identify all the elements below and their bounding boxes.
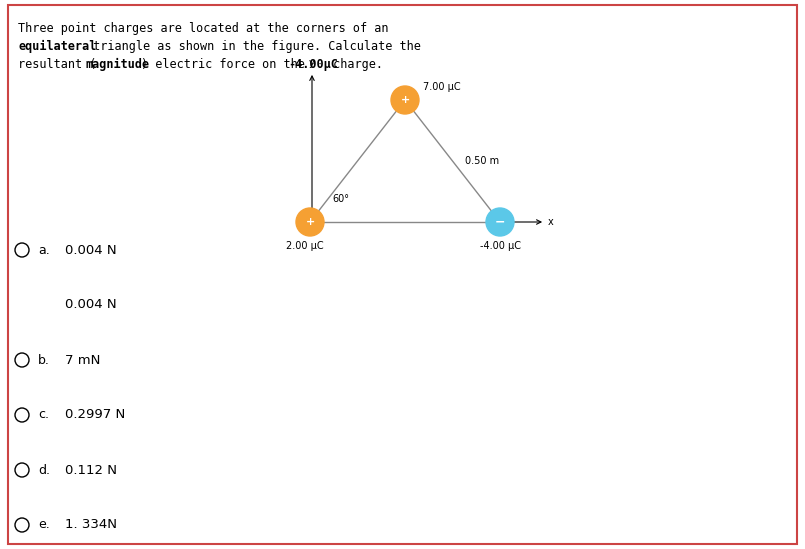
Text: charge.: charge. [325,58,382,71]
Circle shape [391,86,419,114]
Text: triangle as shown in the figure. Calculate the: triangle as shown in the figure. Calcula… [85,40,420,53]
Text: 1. 334N: 1. 334N [65,518,117,531]
Text: 7 mN: 7 mN [65,354,101,367]
Text: c.: c. [38,408,49,422]
Text: 0.004 N: 0.004 N [65,299,117,311]
Text: -4.00 μC: -4.00 μC [480,241,521,251]
Circle shape [486,208,514,236]
Text: −: − [495,216,506,228]
Text: 60°: 60° [332,194,349,204]
Text: 7.00 μC: 7.00 μC [423,82,460,92]
Text: x: x [548,217,554,227]
Text: 0.50 m: 0.50 m [464,156,498,166]
Text: a.: a. [38,244,50,256]
Text: resultant (: resultant ( [18,58,97,71]
Text: magnitude: magnitude [85,58,150,71]
Text: +: + [400,95,410,105]
Text: 2.00 μC: 2.00 μC [287,241,324,251]
Text: d.: d. [38,463,50,477]
Text: b.: b. [38,354,50,367]
Circle shape [296,208,324,236]
Text: 0.2997 N: 0.2997 N [65,408,126,422]
Text: equilateral: equilateral [18,40,97,53]
Text: Three point charges are located at the corners of an: Three point charges are located at the c… [18,22,389,35]
Text: y: y [309,58,315,68]
Text: 0.112 N: 0.112 N [65,463,117,477]
Text: +: + [305,217,315,227]
Text: 0.004 N: 0.004 N [65,244,117,256]
Text: e.: e. [38,518,50,531]
Text: ) electric force on the: ) electric force on the [141,58,312,71]
Text: -4.00μC: -4.00μC [289,58,338,71]
